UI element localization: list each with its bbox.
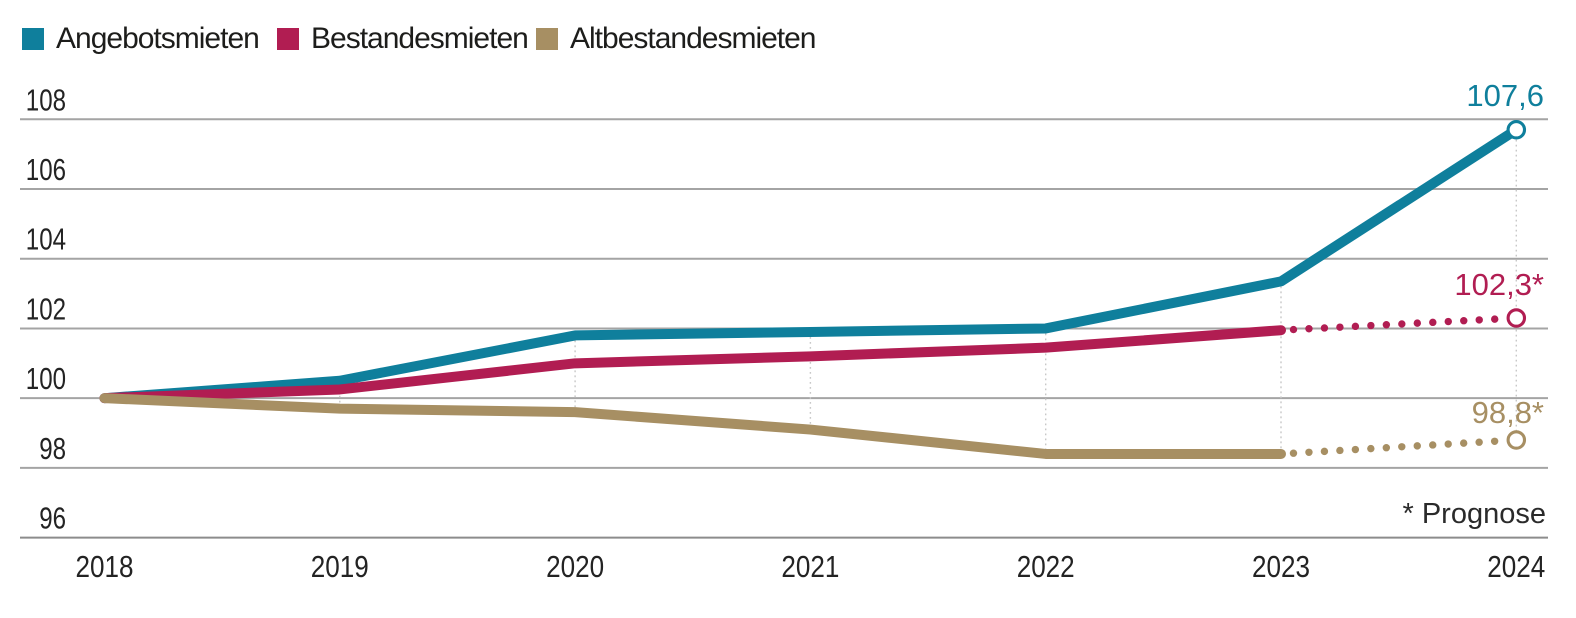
legend-item-bestandesmieten: Bestandesmieten bbox=[277, 22, 529, 55]
x-tick-label-2019: 2019 bbox=[311, 549, 369, 584]
legend-swatch-altbestandesmieten bbox=[536, 28, 558, 50]
x-tick-label-2020: 2020 bbox=[546, 549, 604, 584]
x-tick-label-2018: 2018 bbox=[76, 549, 134, 584]
legend-label: Angebotsmieten bbox=[56, 22, 260, 55]
series-dot-altbestandesmieten bbox=[1382, 444, 1391, 452]
legend-item-altbestandesmieten: Altbestandesmieten bbox=[536, 22, 816, 55]
end-label-bestandesmieten: 102,3* bbox=[1454, 267, 1544, 302]
end-marker-altbestandesmieten bbox=[1506, 430, 1527, 450]
series-line-altbestandesmieten bbox=[99, 393, 1286, 459]
series-line-angebotsmieten bbox=[99, 124, 1522, 404]
series-dot-altbestandesmieten bbox=[1429, 441, 1437, 449]
legend-label: Altbestandesmieten bbox=[570, 22, 816, 55]
x-tick-label-2021: 2021 bbox=[781, 549, 839, 584]
y-tick-label-98: 98 bbox=[39, 431, 66, 466]
legend-swatch-bestandesmieten bbox=[277, 28, 299, 50]
series-dot-altbestandesmieten bbox=[1413, 442, 1421, 450]
legend-item-angebotsmieten: Angebotsmieten bbox=[22, 22, 260, 55]
series-dot-bestandesmieten bbox=[1475, 316, 1483, 324]
end-label-angebotsmieten: 107,6 bbox=[1466, 78, 1544, 113]
series-dot-altbestandesmieten bbox=[1289, 449, 1298, 457]
y-tick-label-100: 100 bbox=[26, 361, 66, 396]
end-marker-bestandesmieten bbox=[1506, 308, 1527, 328]
series-dot-bestandesmieten bbox=[1398, 320, 1406, 328]
series-dot-bestandesmieten bbox=[1429, 318, 1437, 327]
legend-swatch-angebotsmieten bbox=[22, 28, 44, 50]
y-tick-label-104: 104 bbox=[26, 222, 66, 257]
x-tick-label-2023: 2023 bbox=[1252, 549, 1310, 584]
legend: Angebotsmieten Bestandesmieten Altbestande… bbox=[0, 22, 1576, 55]
series-dot-altbestandesmieten bbox=[1351, 445, 1360, 454]
x-tick-label-2022: 2022 bbox=[1017, 549, 1075, 584]
series-dot-bestandesmieten bbox=[1413, 319, 1422, 327]
footnote: * Prognose bbox=[1403, 498, 1547, 530]
series-dot-altbestandesmieten bbox=[1459, 439, 1468, 447]
y-tick-label-108: 108 bbox=[26, 82, 66, 117]
legend-label: Bestandesmieten bbox=[311, 22, 529, 55]
y-tick-label-106: 106 bbox=[26, 152, 66, 187]
series-dot-bestandesmieten bbox=[1367, 321, 1375, 330]
series-dot-bestandesmieten bbox=[1444, 317, 1452, 326]
series-dot-altbestandesmieten bbox=[1367, 444, 1375, 453]
end-marker-angebotsmieten bbox=[1506, 120, 1527, 140]
series-dot-altbestandesmieten bbox=[1336, 446, 1344, 455]
y-tick-label-102: 102 bbox=[26, 291, 66, 326]
series-dot-bestandesmieten bbox=[1460, 317, 1468, 325]
series-dot-bestandesmieten bbox=[1289, 325, 1298, 334]
series-dot-altbestandesmieten bbox=[1475, 438, 1483, 446]
series-dot-bestandesmieten bbox=[1382, 321, 1391, 329]
series-dot-bestandesmieten bbox=[1320, 324, 1329, 332]
series-dot-altbestandesmieten bbox=[1398, 443, 1406, 451]
series-dot-altbestandesmieten bbox=[1490, 437, 1499, 445]
end-label-altbestandesmieten: 98,8* bbox=[1472, 395, 1544, 430]
series-dot-altbestandesmieten bbox=[1305, 448, 1313, 456]
y-tick-label-96: 96 bbox=[39, 501, 66, 536]
x-tick-label-2024: 2024 bbox=[1487, 549, 1545, 584]
series-dot-bestandesmieten bbox=[1351, 322, 1360, 331]
series-dot-altbestandesmieten bbox=[1320, 447, 1329, 456]
series-line-bestandesmieten bbox=[99, 325, 1286, 404]
series-dot-bestandesmieten bbox=[1336, 323, 1344, 331]
series-dot-bestandesmieten bbox=[1305, 325, 1313, 333]
series-dot-altbestandesmieten bbox=[1444, 440, 1452, 448]
series-dot-bestandesmieten bbox=[1491, 315, 1499, 323]
